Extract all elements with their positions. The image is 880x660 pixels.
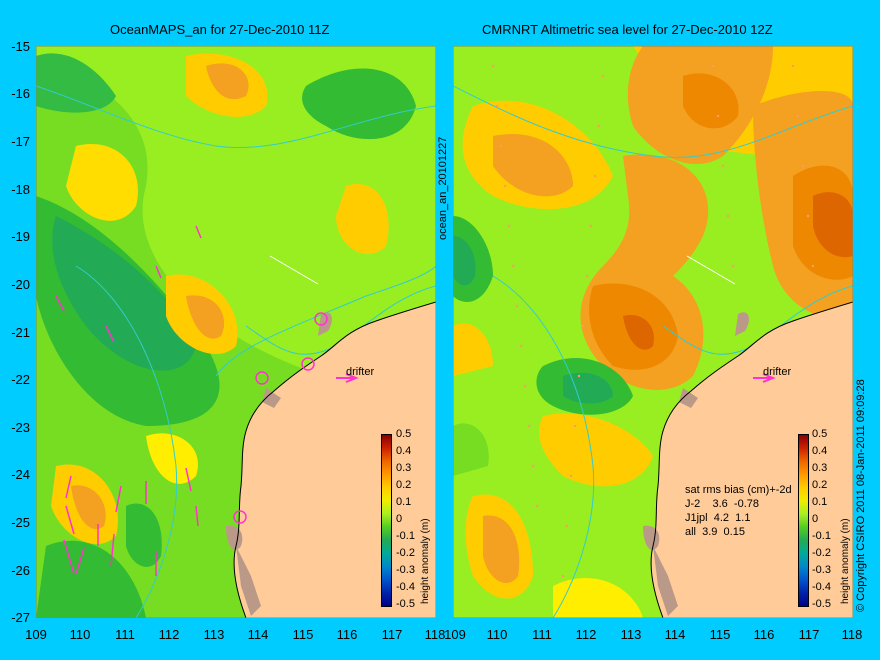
x-tick: 112 xyxy=(158,627,180,642)
y-tick: -26 xyxy=(11,563,30,578)
copyright-timestamp: © Copyright CSIRO 2011 08-Jan-2011 09:09… xyxy=(855,379,867,612)
stats-row: all 3.9 0.15 xyxy=(685,526,745,538)
colorbar-tick: 0.4 xyxy=(812,445,828,457)
colorbar-tick: 0.2 xyxy=(812,479,828,491)
left-colorbar-scale xyxy=(381,434,392,607)
x-tick: 111 xyxy=(532,627,552,642)
left-map-title: OceanMAPS_an for 27-Dec-2010 11Z xyxy=(110,22,330,37)
x-tick: 114 xyxy=(664,627,686,642)
x-tick: 109 xyxy=(25,627,47,642)
colorbar-tick: 0 xyxy=(396,513,403,525)
colorbar-tick: -0.1 xyxy=(812,530,831,542)
colorbar-tick: -0.5 xyxy=(396,598,415,610)
left-drifter-label: drifter xyxy=(346,366,375,378)
y-tick: -25 xyxy=(11,515,30,530)
satellite-stats: sat rms bias (cm)+-2d J-2 3.6 -0.78 J1jp… xyxy=(685,483,792,539)
product-side-label: ocean_an_20101227 xyxy=(437,136,449,240)
y-tick: -16 xyxy=(11,86,30,101)
colorbar-tick: -0.4 xyxy=(396,581,415,593)
y-tick: -18 xyxy=(11,182,30,197)
colorbar-tick: -0.5 xyxy=(812,598,831,610)
right-map-panel[interactable] xyxy=(453,46,853,618)
x-tick: 117 xyxy=(381,627,403,642)
left-colorbar-label: height anomaly (m) xyxy=(420,518,431,604)
x-tick: 114 xyxy=(247,627,269,642)
x-tick: 111 xyxy=(115,627,135,642)
y-tick: -22 xyxy=(11,372,30,387)
stats-row: J-2 3.6 -0.78 xyxy=(685,498,759,510)
colorbar-tick: 0.5 xyxy=(812,428,828,440)
y-tick: -20 xyxy=(11,277,30,292)
right-colorbar-scale xyxy=(798,434,809,607)
x-tick: 112 xyxy=(575,627,597,642)
colorbar-tick: 0.4 xyxy=(396,445,412,457)
x-tick: 110 xyxy=(486,627,508,642)
y-tick: -15 xyxy=(11,39,30,54)
x-tick: 110 xyxy=(69,627,91,642)
right-colorbar-label: height anomaly (m) xyxy=(840,518,851,604)
right-drifter-label: drifter xyxy=(763,366,792,378)
colorbar-tick: 0 xyxy=(812,513,819,525)
colorbar-tick: -0.3 xyxy=(396,564,415,576)
y-tick: -17 xyxy=(11,134,30,149)
colorbar-tick: -0.2 xyxy=(396,547,415,559)
colorbar-tick: 0.2 xyxy=(396,479,412,491)
x-tick: 116 xyxy=(336,627,358,642)
right-map-title: CMRNRT Altimetric sea level for 27-Dec-2… xyxy=(482,22,773,37)
colorbar-tick: 0.3 xyxy=(396,462,412,474)
x-tick: 115 xyxy=(292,627,314,642)
colorbar-tick: 0.1 xyxy=(396,496,412,508)
y-tick: -23 xyxy=(11,420,30,435)
colorbar-tick: -0.4 xyxy=(812,581,831,593)
x-tick: 118 xyxy=(841,627,863,642)
x-tick: 118 xyxy=(424,627,446,642)
x-tick: 116 xyxy=(753,627,775,642)
y-tick: -19 xyxy=(11,229,30,244)
left-map-panel[interactable] xyxy=(36,46,436,618)
y-tick: -21 xyxy=(11,325,30,340)
x-tick: 115 xyxy=(709,627,731,642)
x-tick: 109 xyxy=(444,627,466,642)
stats-row: J1jpl 4.2 1.1 xyxy=(685,512,751,524)
y-tick: -24 xyxy=(11,467,30,482)
colorbar-tick: -0.1 xyxy=(396,530,415,542)
colorbar-tick: 0.1 xyxy=(812,496,828,508)
y-tick: -27 xyxy=(11,610,30,625)
x-tick: 117 xyxy=(798,627,820,642)
colorbar-tick: 0.3 xyxy=(812,462,828,474)
x-tick: 113 xyxy=(203,627,225,642)
colorbar-tick: -0.2 xyxy=(812,547,831,559)
stats-header: sat rms bias (cm)+-2d xyxy=(685,484,792,496)
x-tick: 113 xyxy=(620,627,642,642)
colorbar-tick: 0.5 xyxy=(396,428,412,440)
colorbar-tick: -0.3 xyxy=(812,564,831,576)
